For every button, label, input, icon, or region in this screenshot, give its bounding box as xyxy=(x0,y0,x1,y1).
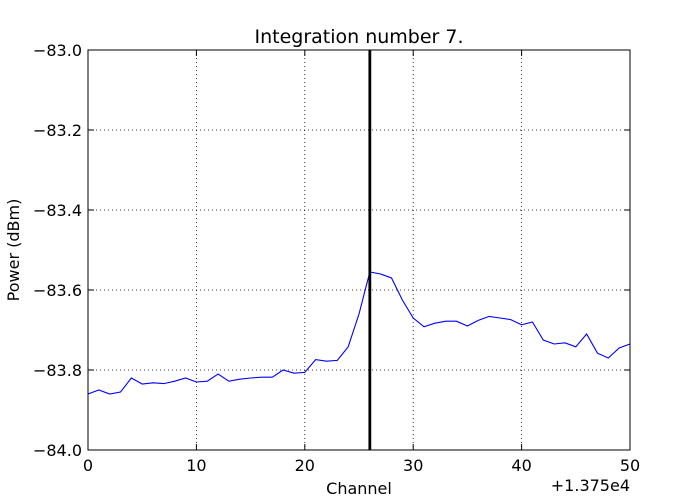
y-tick-label: −83.2 xyxy=(33,121,82,140)
y-tick-labels: −84.0 −83.8 −83.6 −83.4 −83.2 −83.0 xyxy=(33,41,82,460)
x-tick-label: 10 xyxy=(186,456,206,475)
y-axis-label: Power (dBm) xyxy=(4,199,23,302)
x-tick-label: 0 xyxy=(83,456,93,475)
x-axis-label: Channel xyxy=(326,479,392,498)
y-tick-label: −83.8 xyxy=(33,361,82,380)
x-tick-label: 20 xyxy=(295,456,315,475)
series-line xyxy=(87,271,631,395)
ticks-layer xyxy=(87,49,631,451)
y-tick-label: −83.0 xyxy=(33,41,82,60)
x-tick-labels: 0 10 20 30 40 50 xyxy=(83,456,640,475)
x-tick-label: 50 xyxy=(620,456,640,475)
y-tick-label: −83.4 xyxy=(33,201,82,220)
x-tick-label: 40 xyxy=(511,456,531,475)
grid xyxy=(88,50,630,450)
y-tick-label: −83.6 xyxy=(33,281,82,300)
plot-frame xyxy=(87,49,631,451)
x-tick-label: 30 xyxy=(403,456,423,475)
chart-title: Integration number 7. xyxy=(254,26,463,48)
y-tick-label: −84.0 xyxy=(33,441,82,460)
x-offset-label: +1.375e4 xyxy=(551,476,630,495)
series-layer xyxy=(87,271,631,395)
